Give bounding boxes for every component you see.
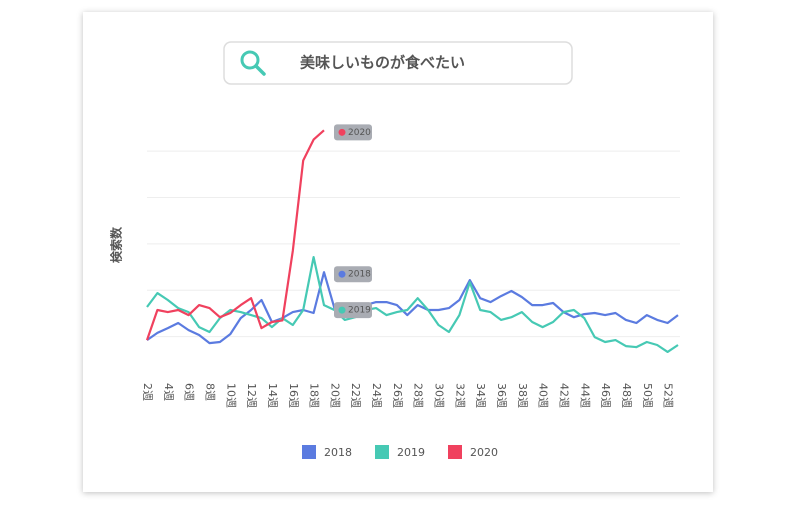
series-tag: [334, 266, 372, 283]
x-tick-label: 28週: [412, 383, 425, 408]
series-tag: [334, 302, 372, 319]
x-tick-label: 20週: [328, 383, 341, 408]
legend-swatch: [375, 445, 389, 459]
series-tag-dot: [338, 306, 346, 314]
x-tick-label: 22週: [349, 383, 362, 408]
search-query: 美味しいものが食べたい: [300, 54, 465, 72]
x-tick-label: 24週: [370, 383, 383, 408]
card: [83, 12, 713, 492]
legend-label: 2018: [324, 446, 352, 459]
x-tick-label: 42週: [557, 383, 570, 408]
x-tick-label: 48週: [620, 383, 633, 408]
x-tick-label: 34週: [474, 383, 487, 408]
line-series: [146, 256, 679, 353]
x-tick-label: 46週: [599, 383, 612, 408]
series-tag-label: 2019: [348, 306, 371, 316]
x-tick-label: 52週: [662, 383, 675, 408]
x-tick-label: 4週: [162, 383, 175, 401]
x-tick-label: 6週: [183, 383, 196, 401]
line-series: [146, 271, 679, 345]
x-tick-label: 12週: [245, 383, 258, 408]
series-tag: [334, 124, 372, 141]
x-tick-label: 10週: [224, 383, 237, 408]
series-tag-label: 2018: [348, 270, 371, 280]
x-tick-label: 8週: [203, 383, 216, 401]
legend-label: 2019: [397, 446, 425, 459]
series-tag-dot: [338, 270, 346, 278]
line-series: [145, 129, 325, 341]
legend-swatch: [302, 445, 316, 459]
search-icon: [240, 50, 260, 70]
x-tick-label: 14週: [266, 383, 279, 408]
x-tick-label: 38週: [516, 383, 529, 408]
x-tick-label: 50週: [641, 383, 654, 408]
x-tick-label: 30週: [433, 383, 446, 408]
x-tick-label: 2週: [141, 383, 154, 401]
x-tick-label: 16週: [287, 383, 300, 408]
legend-label: 2020: [470, 446, 498, 459]
x-tick-label: 32週: [453, 383, 466, 408]
y-axis-label: 検索数: [109, 226, 124, 263]
series-tag-dot: [338, 128, 346, 136]
x-tick-label: 36週: [495, 383, 508, 408]
search-icon-handle: [254, 64, 266, 76]
x-tick-label: 26週: [391, 383, 404, 408]
search-box[interactable]: [223, 41, 573, 85]
x-tick-label: 44週: [578, 383, 591, 408]
series-tag-label: 2020: [348, 128, 371, 138]
x-tick-label: 40週: [537, 383, 550, 408]
x-tick-label: 18週: [308, 383, 321, 408]
legend-swatch: [448, 445, 462, 459]
